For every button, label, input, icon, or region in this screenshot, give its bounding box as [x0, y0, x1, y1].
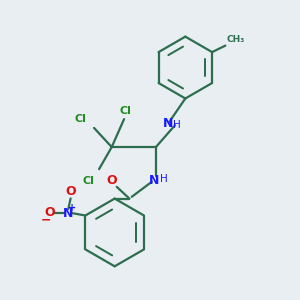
Text: CH₃: CH₃ [226, 35, 245, 44]
Text: N: N [149, 173, 160, 187]
Text: +: + [68, 203, 76, 213]
Text: O: O [106, 174, 117, 188]
Text: N: N [63, 207, 74, 220]
Text: O: O [44, 206, 55, 219]
Text: H: H [173, 120, 181, 130]
Text: −: − [40, 213, 51, 226]
Text: O: O [65, 185, 76, 199]
Text: Cl: Cl [75, 114, 87, 124]
Text: Cl: Cl [119, 106, 131, 116]
Text: Cl: Cl [82, 176, 94, 186]
Text: N: N [163, 117, 173, 130]
Text: H: H [160, 174, 168, 184]
